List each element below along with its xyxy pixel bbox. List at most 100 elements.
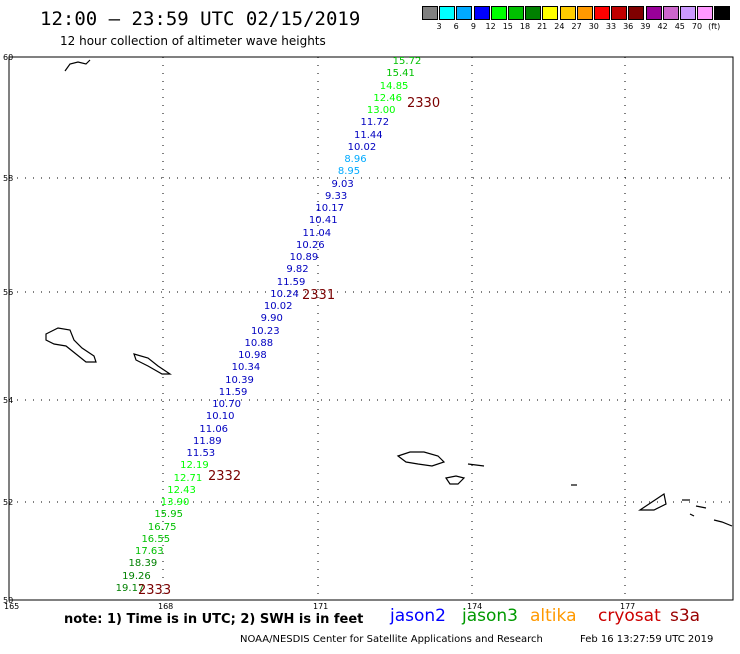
page-subtitle: 12 hour collection of altimeter wave hei… [60,34,326,48]
wave-height-value: 19.26 [122,570,151,582]
legend-swatch [456,6,473,20]
wave-height-value: 10.23 [250,325,280,337]
wave-height-value: 10.41 [308,215,338,227]
legend-label: 21 [537,22,548,31]
island-outline [445,475,466,485]
wave-height-value: 13.90 [160,497,190,509]
legend-label: 18 [519,22,531,31]
legend-label: 3 [436,22,442,31]
satellite-s3a: s3a [670,606,701,626]
wave-height-value: 19.17 [115,583,145,594]
wave-height-value: 10.02 [263,301,293,313]
legend-swatch [594,6,610,20]
cycle-number: 2331 [302,288,336,303]
legend-label: 27 [571,22,582,31]
legend-label: 42 [657,22,668,31]
wave-height-value: 10.88 [244,337,274,349]
graticule [9,57,733,600]
wave-height-value: 10.17 [315,203,345,215]
island-outline [638,493,667,511]
island-outline [64,59,91,72]
coastlines [45,59,733,527]
wave-height-value: 11.44 [354,129,383,141]
wave-height-value: 17.63 [134,546,164,558]
latitude-label: 54 [3,396,14,405]
legend-label: 12 [485,22,496,31]
wave-height-value: 11.72 [360,117,390,129]
wave-height-value: 15.72 [392,56,422,67]
legend-label: 9 [470,22,476,31]
wave-height-value: 10.70 [212,399,241,411]
wave-height-value: 11.06 [199,423,229,435]
wave-height-value: 15.95 [154,509,183,521]
legend-swatch [576,6,593,20]
page-title: 12:00 – 23:59 UTC 02/15/2019 [40,8,361,30]
legend-label: (ft) [708,22,721,31]
island-outline [467,463,485,467]
wave-height-value: 9.90 [260,313,283,325]
wave-height-value: 10.89 [289,252,319,264]
legend-swatch [422,6,438,20]
legend-label: 70 [691,22,703,31]
wave-height-value: 16.75 [147,521,177,533]
wave-height-value: 11.89 [192,435,222,447]
legend-label: 39 [640,22,651,31]
legend-swatch [680,6,696,20]
wave-height-value: 11.59 [276,276,306,288]
island-outline [689,513,695,517]
legend-swatch [645,6,662,20]
island-outline [396,451,446,467]
wave-height-value: 9.33 [324,190,348,202]
island-outline [133,353,172,375]
satellite-altika: altika [530,606,577,626]
wave-height-value: 16.55 [141,533,171,545]
footer-credit: NOAA/NESDIS Center for Satellite Applica… [240,634,543,645]
wave-height-value: 10.02 [347,141,377,153]
cycle-number: 2332 [208,469,242,484]
latitude-label: 56 [3,288,14,297]
satellite-jason2: jason2 [390,606,446,626]
legend-swatch [525,6,542,20]
units-note: note: 1) Time is in UTC; 2) SWH is in fe… [64,612,364,627]
satellite-cryosat: cryosat [598,606,661,626]
longitude-label: 174 [467,602,483,611]
legend-swatch [490,6,507,20]
wave-height-value: 10.98 [238,350,267,362]
legend-swatch [559,6,576,20]
satellite-jason3: jason3 [462,606,518,626]
wave-height-value: 10.26 [296,239,325,251]
legend-label: 30 [588,22,599,31]
island-outline [695,505,707,509]
wave-height-value: 11.53 [186,448,216,460]
wave-height-value: 10.10 [205,411,235,423]
footer-timestamp: Feb 16 13:27:59 UTC 2019 [580,634,714,645]
wave-height-value: 11.59 [218,386,248,398]
legend-swatch [697,6,714,20]
legend-swatch [473,6,490,20]
island-outline [713,519,733,527]
legend-label: 33 [605,22,617,31]
wave-height-value: 13.00 [366,105,396,117]
wave-height-value: 9.82 [286,264,309,276]
wave-height-value: 10.34 [231,362,261,374]
legend-label: 24 [554,22,565,31]
wave-height-value: 12.19 [180,460,209,472]
latitude-label: 50 [3,596,14,605]
longitude-label: 168 [158,602,174,611]
cycle-number: 2333 [138,583,172,598]
wave-height-value: 12.71 [173,472,203,484]
map-frame [8,56,734,601]
wave-height-value: 8.95 [337,166,361,178]
legend-label: 36 [623,22,634,31]
latitude-label: 58 [3,174,14,183]
wave-height-value: 12.43 [167,484,196,496]
legend-label: 6 [453,22,459,31]
longitude-label: 177 [620,602,636,611]
wave-height-value: 15.41 [386,68,415,80]
legend-swatch [611,6,628,20]
longitude-label: 165 [4,602,20,611]
island-outline [45,327,97,363]
wave-height-value: 18.39 [128,558,158,570]
